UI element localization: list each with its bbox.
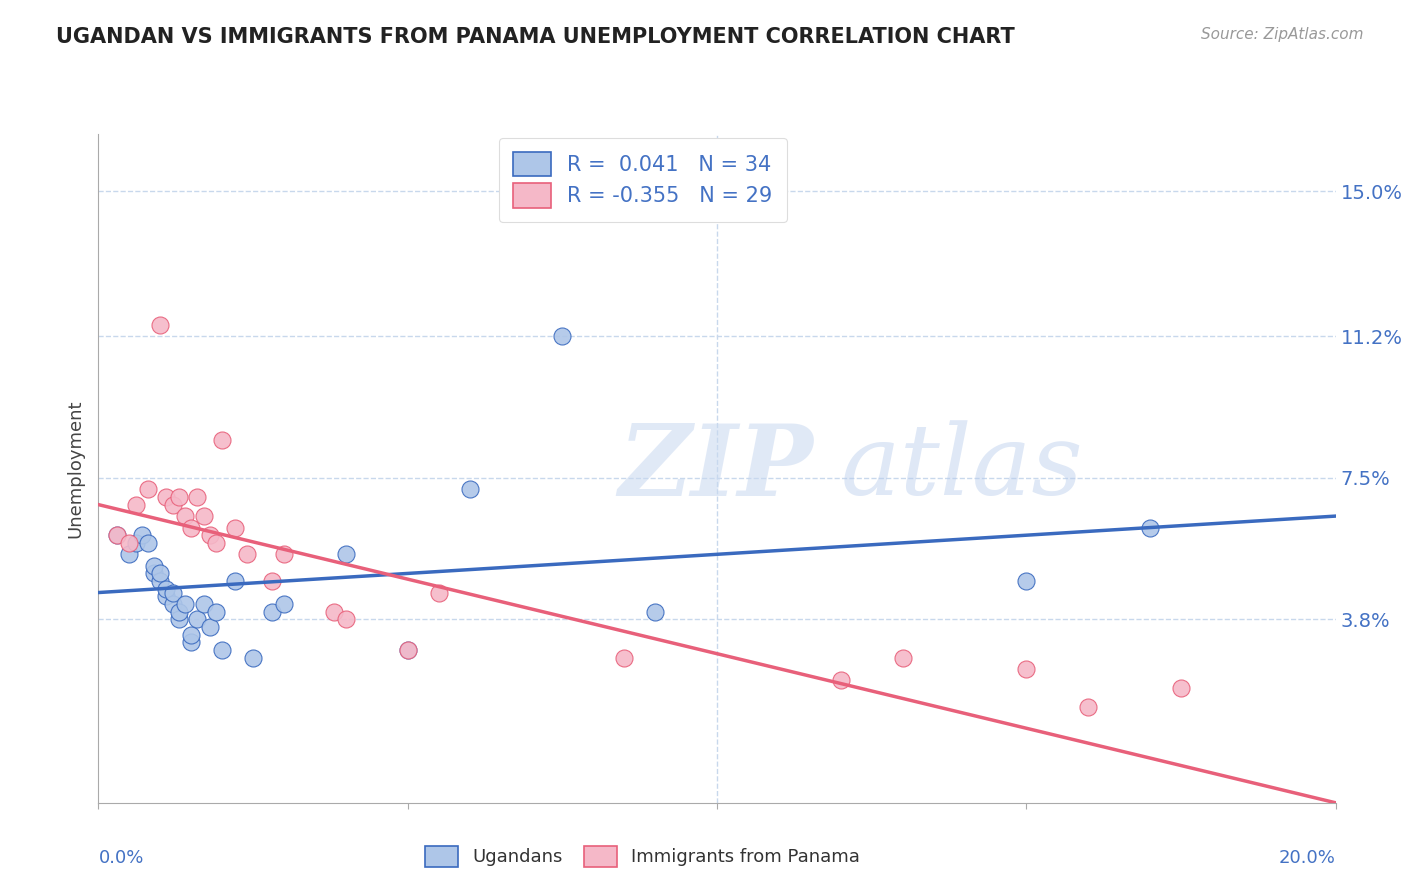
Point	[167, 605, 190, 619]
Point	[174, 509, 197, 524]
Point	[1015, 662, 1038, 676]
Point	[180, 520, 202, 534]
Point	[105, 528, 128, 542]
Point	[136, 536, 159, 550]
Point	[198, 528, 221, 542]
Point	[335, 612, 357, 626]
Point	[143, 566, 166, 581]
Point	[260, 605, 283, 619]
Point	[1139, 520, 1161, 534]
Point	[1170, 681, 1192, 695]
Text: Source: ZipAtlas.com: Source: ZipAtlas.com	[1201, 27, 1364, 42]
Text: atlas: atlas	[841, 421, 1084, 516]
Point	[149, 318, 172, 332]
Point	[155, 590, 177, 604]
Point	[224, 520, 246, 534]
Point	[396, 643, 419, 657]
Point	[260, 574, 283, 588]
Point	[162, 498, 184, 512]
Point	[136, 483, 159, 497]
Point	[891, 650, 914, 665]
Point	[458, 483, 481, 497]
Text: 20.0%: 20.0%	[1279, 848, 1336, 867]
Point	[143, 558, 166, 573]
Point	[186, 490, 208, 504]
Text: ZIP: ZIP	[619, 420, 813, 516]
Point	[224, 574, 246, 588]
Y-axis label: Unemployment: Unemployment	[66, 399, 84, 538]
Point	[236, 547, 259, 561]
Point	[186, 612, 208, 626]
Point	[613, 650, 636, 665]
Text: UGANDAN VS IMMIGRANTS FROM PANAMA UNEMPLOYMENT CORRELATION CHART: UGANDAN VS IMMIGRANTS FROM PANAMA UNEMPL…	[56, 27, 1015, 46]
Point	[118, 547, 141, 561]
Point	[118, 536, 141, 550]
Point	[155, 490, 177, 504]
Point	[830, 673, 852, 688]
Point	[124, 498, 146, 512]
Point	[273, 597, 295, 611]
Point	[198, 620, 221, 634]
Point	[105, 528, 128, 542]
Point	[180, 627, 202, 641]
Point	[205, 605, 228, 619]
Legend: Ugandans, Immigrants from Panama: Ugandans, Immigrants from Panama	[418, 838, 868, 874]
Point	[162, 585, 184, 599]
Point	[131, 528, 153, 542]
Point	[167, 490, 190, 504]
Point	[273, 547, 295, 561]
Point	[335, 547, 357, 561]
Point	[180, 635, 202, 649]
Point	[242, 650, 264, 665]
Point	[396, 643, 419, 657]
Point	[211, 433, 233, 447]
Point	[149, 566, 172, 581]
Point	[167, 612, 190, 626]
Point	[193, 597, 215, 611]
Point	[193, 509, 215, 524]
Point	[644, 605, 666, 619]
Point	[162, 597, 184, 611]
Point	[205, 536, 228, 550]
Point	[322, 605, 344, 619]
Text: 0.0%: 0.0%	[98, 848, 143, 867]
Point	[551, 329, 574, 343]
Point	[149, 574, 172, 588]
Point	[211, 643, 233, 657]
Point	[124, 536, 146, 550]
Point	[1015, 574, 1038, 588]
Point	[1077, 700, 1099, 714]
Point	[155, 582, 177, 596]
Point	[174, 597, 197, 611]
Point	[427, 585, 450, 599]
